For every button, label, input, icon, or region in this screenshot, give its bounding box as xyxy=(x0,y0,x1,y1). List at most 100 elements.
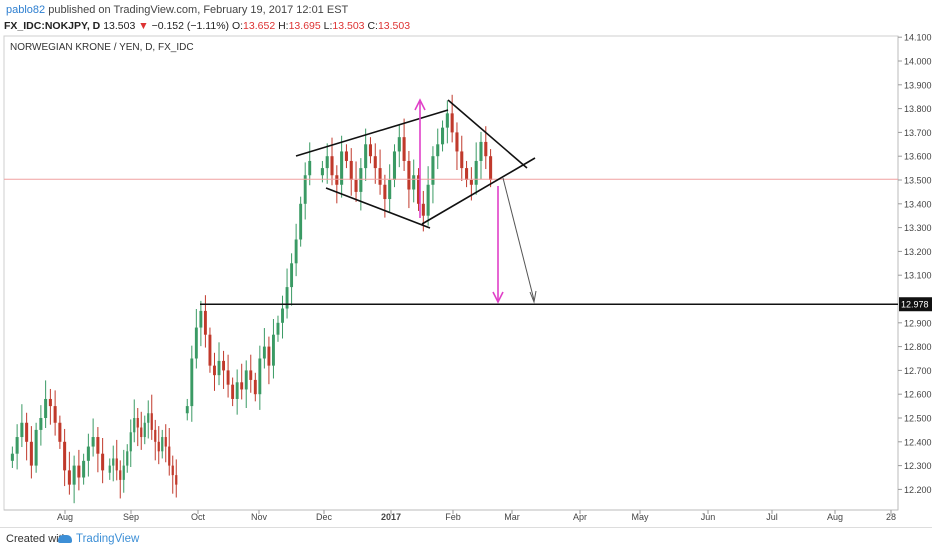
candle-body-83 xyxy=(392,151,397,180)
candle-body-47 xyxy=(217,360,221,376)
chart-header: pablo82 published on TradingView.com, Fe… xyxy=(0,0,932,36)
candle-body-8 xyxy=(48,398,52,407)
candle-body-97 xyxy=(460,151,464,169)
price-tick-label-3: 13.800 xyxy=(904,104,932,114)
high-value: 13.695 xyxy=(288,20,321,32)
price-tick-label-12: 12.800 xyxy=(904,342,932,352)
candle-body-88 xyxy=(416,175,421,204)
projection-arrowhead xyxy=(529,290,537,304)
candle-body-29 xyxy=(140,427,143,438)
published-text: published on TradingView.com, February 1… xyxy=(45,4,349,16)
candle-body-7 xyxy=(44,398,48,418)
price-change: −0.152 (−1.11%) xyxy=(151,20,230,32)
price-tick-label-11: 12.900 xyxy=(904,318,932,328)
candle-body-98 xyxy=(465,168,469,180)
candle-body-91 xyxy=(431,156,435,185)
candle-body-19 xyxy=(101,453,105,471)
diamond-line-2 xyxy=(325,187,431,229)
drawings: 12.978 xyxy=(4,98,932,312)
candle-body-15 xyxy=(82,460,86,478)
candle-body-56 xyxy=(258,358,262,395)
candle-body-73 xyxy=(344,151,348,161)
candle-body-58 xyxy=(267,346,271,366)
tradingview-cloud-icon xyxy=(58,534,72,543)
price-tick-label-4: 13.700 xyxy=(904,128,932,138)
candle-body-84 xyxy=(397,137,401,152)
candle-body-5 xyxy=(34,429,38,466)
candle-body-50 xyxy=(231,384,235,399)
candle-body-40 xyxy=(185,406,189,414)
candle-body-33 xyxy=(154,429,157,442)
candle-body-86 xyxy=(407,160,411,190)
price-axis[interactable]: 14.100 14.000 13.900 13.800 13.700 13.600 13.5… xyxy=(898,33,932,495)
candle-body-45 xyxy=(208,334,212,366)
candle-body-54 xyxy=(249,370,253,380)
price-tick-label-7: 13.400 xyxy=(904,199,932,209)
author-link[interactable]: pablo82 xyxy=(6,4,46,16)
price-tick-label-0: 14.100 xyxy=(904,33,932,43)
candle-body-1 xyxy=(15,437,19,454)
candle-body-39 xyxy=(175,475,178,485)
price-tick-label-15: 12.500 xyxy=(904,414,932,424)
measured-move-down-arrowhead xyxy=(492,291,504,304)
candle-body-68 xyxy=(320,168,324,176)
low-value: 13.503 xyxy=(332,20,365,32)
time-tick-label-6: Feb xyxy=(445,512,461,522)
open-label: O: xyxy=(231,20,244,32)
candle-body-59 xyxy=(271,334,275,366)
diamond-line-3 xyxy=(421,157,536,225)
symbol-name[interactable]: FX_IDC:NOKJPY, D xyxy=(4,20,101,32)
close-value: 13.503 xyxy=(377,20,411,32)
candle-body-34 xyxy=(157,441,160,452)
candle-body-12 xyxy=(67,470,71,485)
candle-body-6 xyxy=(39,418,43,430)
candle-body-25 xyxy=(126,451,129,466)
candle-body-92 xyxy=(436,144,440,157)
projection-arrow xyxy=(502,177,535,301)
time-axis[interactable]: Aug Sep Oct Nov Dec 2017 Feb Mar Apr May Jun Jul Aug… xyxy=(57,510,896,522)
candle-body-80 xyxy=(378,168,382,185)
candle-body-81 xyxy=(383,184,387,200)
chart-title: NORWEGIAN KRONE / YEN, D, FX_IDC xyxy=(10,42,194,53)
time-tick-label-0: Aug xyxy=(57,512,73,522)
candle-body-52 xyxy=(240,382,244,390)
symbol-legend: FX_IDC:NOKJPY, D 13.503 ▼ −0.152 (−1.11%… xyxy=(4,20,410,32)
price-tick-label-17: 12.300 xyxy=(904,461,932,471)
created-with-text: Created with xyxy=(6,533,68,545)
time-tick-label-11: Jul xyxy=(766,512,778,522)
candle-body-95 xyxy=(450,113,454,133)
candle-body-46 xyxy=(213,365,216,376)
candle-body-55 xyxy=(253,379,257,395)
candle-body-96 xyxy=(455,132,459,152)
candle-body-20 xyxy=(108,465,111,473)
price-tick-label-13: 12.700 xyxy=(904,366,932,376)
candle-body-64 xyxy=(294,239,298,264)
candle-body-61 xyxy=(281,308,284,323)
candle-body-22 xyxy=(115,458,118,471)
candle-body-18 xyxy=(96,437,100,454)
candle-body-4 xyxy=(29,441,33,466)
support-price-tag xyxy=(899,297,932,312)
candle-body-78 xyxy=(368,144,372,157)
candle-body-60 xyxy=(276,322,280,335)
candle-body-82 xyxy=(388,180,392,200)
time-tick-label-1: Sep xyxy=(123,512,139,522)
candle-body-65 xyxy=(299,203,303,240)
time-tick-label-8: Apr xyxy=(573,512,587,522)
diamond-line-1 xyxy=(447,99,528,169)
candle-body-38 xyxy=(171,465,174,476)
candle-body-9 xyxy=(53,406,57,423)
candle-body-14 xyxy=(77,465,81,478)
candle-body-71 xyxy=(335,175,339,185)
price-tick-label-2: 13.900 xyxy=(904,80,932,90)
tradingview-logo[interactable]: TradingView xyxy=(58,533,139,545)
candle-body-53 xyxy=(244,370,248,390)
price-tick-label-9: 13.200 xyxy=(904,247,932,257)
candle-body-41 xyxy=(190,358,194,407)
candle-body-28 xyxy=(136,418,139,428)
candle-body-17 xyxy=(91,437,95,447)
close-label: C: xyxy=(367,20,378,32)
candle-body-76 xyxy=(359,168,363,192)
candle-body-74 xyxy=(349,160,353,180)
